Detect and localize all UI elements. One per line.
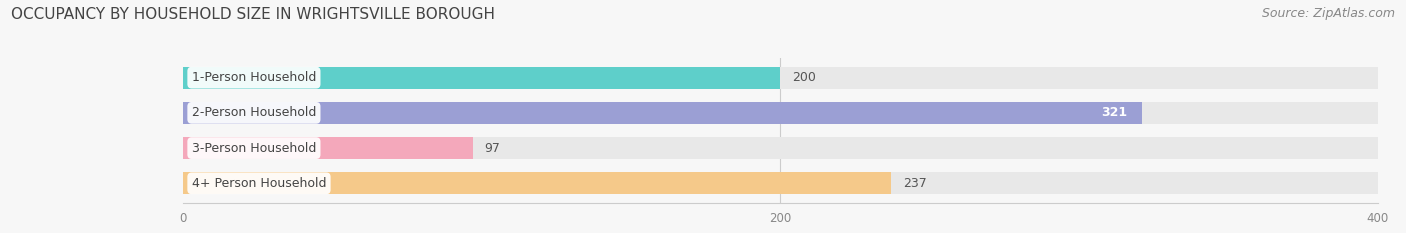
Text: 4+ Person Household: 4+ Person Household — [191, 177, 326, 190]
Bar — [183, 102, 1142, 124]
Text: 3-Person Household: 3-Person Household — [191, 142, 316, 155]
Bar — [183, 172, 1378, 194]
Text: 200: 200 — [793, 71, 815, 84]
Bar — [183, 102, 1378, 124]
Bar — [183, 67, 1378, 89]
Bar — [183, 67, 780, 89]
Bar — [183, 172, 891, 194]
Text: Source: ZipAtlas.com: Source: ZipAtlas.com — [1261, 7, 1395, 20]
Text: OCCUPANCY BY HOUSEHOLD SIZE IN WRIGHTSVILLE BOROUGH: OCCUPANCY BY HOUSEHOLD SIZE IN WRIGHTSVI… — [11, 7, 495, 22]
Bar — [183, 137, 472, 159]
Text: 1-Person Household: 1-Person Household — [191, 71, 316, 84]
Bar — [183, 137, 1378, 159]
Text: 237: 237 — [903, 177, 927, 190]
Text: 2-Person Household: 2-Person Household — [191, 106, 316, 119]
Text: 97: 97 — [485, 142, 501, 155]
Text: 321: 321 — [1101, 106, 1128, 119]
